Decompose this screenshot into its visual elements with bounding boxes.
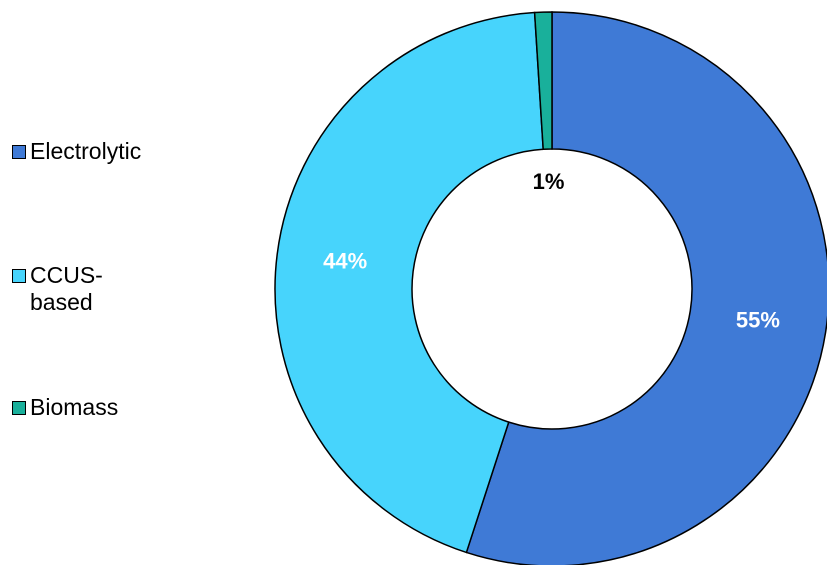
legend-label-electrolytic: Electrolytic <box>30 138 142 164</box>
legend-label-biomass: Biomass <box>30 394 119 420</box>
donut-slice-biomass <box>533 11 553 151</box>
legend-label-ccus-based: CCUS-based <box>30 262 103 315</box>
slice-label-biomass: 1% <box>533 169 565 194</box>
legend-item-biomass: Biomass <box>12 394 152 421</box>
donut-slice-ccus-based <box>274 11 545 554</box>
legend-item-ccus-based: CCUS-based <box>12 262 132 316</box>
slice-label-ccus-based: 44% <box>323 249 367 274</box>
legend-swatch-ccus-based <box>12 269 26 283</box>
legend-swatch-electrolytic <box>12 145 26 159</box>
legend-item-electrolytic: Electrolytic <box>12 138 152 165</box>
donut-slice-electrolytic <box>465 11 827 565</box>
slice-label-electrolytic: 55% <box>736 307 780 332</box>
legend-swatch-biomass <box>12 401 26 415</box>
